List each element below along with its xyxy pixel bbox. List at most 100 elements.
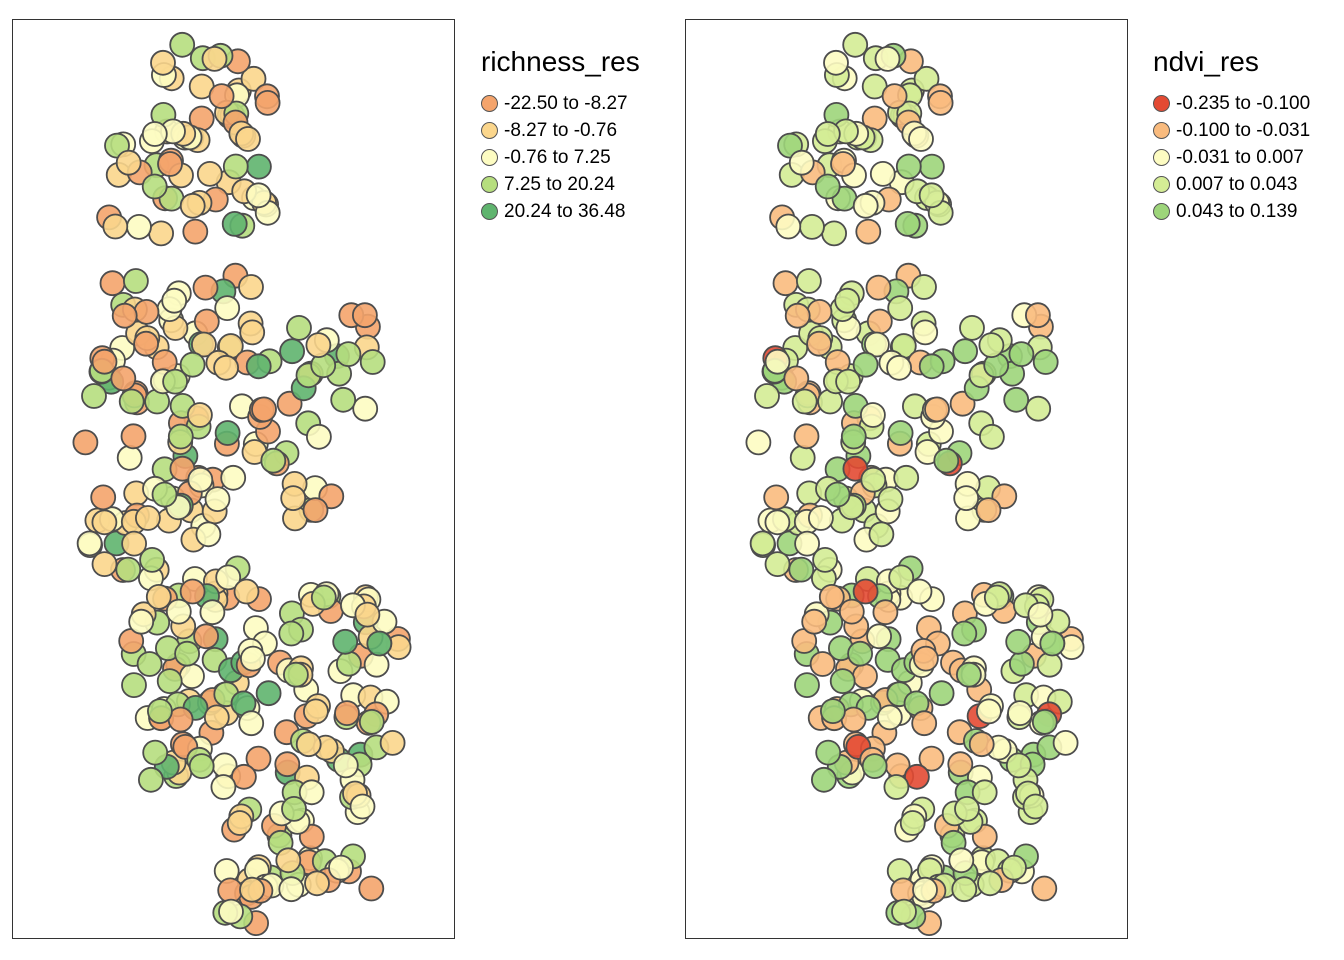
sample-point (1027, 601, 1054, 628)
map-panel-ndvi: ndvi_res -0.235 to -0.100 -0.100 to -0.0… (672, 0, 1344, 960)
legend-label: -0.100 to -0.031 (1176, 119, 1311, 141)
sample-point (812, 547, 839, 573)
sample-point (118, 388, 145, 415)
sample-point (179, 578, 206, 605)
sample-point (304, 870, 330, 897)
sample-point (1008, 341, 1035, 368)
sample-point (275, 847, 302, 874)
sample-point (260, 447, 287, 474)
sample-point (208, 83, 235, 109)
sample-point (877, 486, 904, 513)
sample-point (213, 354, 240, 381)
sample-point (908, 126, 934, 152)
sample-point (775, 213, 802, 240)
sample-point (190, 331, 217, 358)
sample-point (754, 383, 780, 409)
map-frame-ndvi (685, 19, 1128, 939)
sample-point (874, 46, 901, 72)
sample-point (332, 752, 359, 779)
sample-point (913, 65, 940, 92)
sample-point (893, 464, 920, 491)
sample-point (379, 730, 406, 756)
sample-point (115, 149, 142, 176)
sample-point (91, 348, 118, 375)
sample-point (876, 704, 903, 731)
sample-point (174, 640, 201, 667)
sample-point (305, 423, 332, 450)
sample-point (363, 651, 390, 678)
legend-item: -0.031 to 0.007 (1153, 144, 1310, 171)
sample-point (218, 898, 244, 925)
sample-point (282, 661, 309, 688)
sample-point (366, 630, 393, 657)
sample-point (121, 530, 147, 557)
sample-point (888, 564, 915, 591)
sample-point (918, 353, 945, 380)
sample-point (1052, 730, 1079, 756)
sample-point (906, 578, 933, 605)
sample-point (764, 509, 791, 536)
legend-swatch (481, 176, 498, 193)
sample-point (240, 65, 267, 92)
sample-point (121, 672, 147, 698)
sample-point (1001, 854, 1027, 881)
sample-point (328, 854, 354, 881)
sample-point (146, 698, 173, 724)
sample-point (806, 330, 833, 357)
sample-point (235, 126, 261, 152)
sample-point (891, 898, 917, 925)
sample-point (150, 49, 176, 76)
sample-point (799, 213, 825, 240)
sample-point (81, 383, 107, 409)
sample-point (806, 298, 833, 325)
sample-point (1032, 349, 1059, 375)
sample-point (359, 349, 386, 375)
sample-point (788, 556, 815, 583)
sample-point (310, 584, 337, 611)
sample-point (886, 354, 913, 381)
sample-point (918, 182, 945, 209)
sample-point (834, 287, 861, 314)
sample-point (349, 793, 376, 820)
sample-point (793, 423, 820, 450)
sample-point (978, 423, 1005, 450)
sample-point (1031, 875, 1058, 902)
sample-point (852, 578, 879, 605)
legend-item: -0.76 to 7.25 (481, 144, 640, 171)
sample-point (852, 663, 878, 689)
sample-point (188, 753, 215, 779)
sample-point (842, 31, 869, 58)
sample-point (255, 680, 282, 707)
sample-point (128, 608, 155, 635)
sample-point (977, 870, 1003, 897)
sample-point (139, 547, 166, 573)
sample-point (302, 497, 329, 524)
sample-point (76, 530, 103, 557)
sample-point (1024, 302, 1051, 329)
legend-label: -0.235 to -0.100 (1176, 92, 1311, 114)
sample-point (123, 268, 149, 294)
sample-point (233, 578, 260, 605)
sample-point (823, 49, 849, 76)
sample-point (238, 274, 264, 300)
sample-point (866, 308, 893, 335)
sample-point (959, 314, 985, 341)
sample-point (971, 779, 998, 806)
sample-point (1005, 752, 1032, 779)
sample-point (975, 497, 1002, 524)
sample-point (815, 739, 842, 766)
sample-point (193, 308, 220, 335)
sample-point (352, 395, 379, 422)
legend-item: -0.100 to -0.031 (1153, 117, 1310, 144)
legend-item: -8.27 to -0.76 (481, 117, 640, 144)
legend-title: ndvi_res (1153, 46, 1259, 77)
sample-point (199, 599, 226, 626)
legend-item: -22.50 to -8.27 (481, 90, 640, 117)
sample-point (869, 160, 896, 187)
sample-point (358, 875, 385, 902)
sample-point (351, 302, 378, 329)
sample-point (1025, 395, 1052, 422)
legend-label: -0.76 to 7.25 (504, 146, 611, 168)
sample-point (912, 645, 939, 672)
legend-label: 0.007 to 0.043 (1176, 173, 1298, 195)
